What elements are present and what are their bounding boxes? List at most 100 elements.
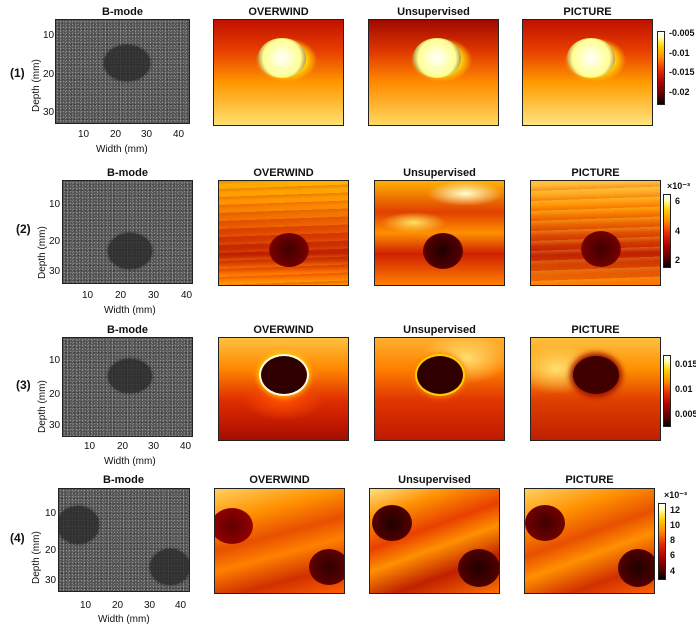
picture-map-1 xyxy=(522,19,653,126)
colorbar-tick: 10 xyxy=(670,520,681,530)
x-tick: 30 xyxy=(144,600,156,611)
cyst-region xyxy=(108,359,152,393)
x-tick: 10 xyxy=(82,290,94,301)
unsupervised-map-2 xyxy=(374,180,505,286)
title-bmode-3: B-mode xyxy=(107,324,148,336)
cyst-region xyxy=(618,549,654,587)
colorbar-tick: 2 xyxy=(675,255,681,265)
colorbar-tick: 0.01 xyxy=(675,384,693,394)
colorbar-tick: 6 xyxy=(670,550,676,560)
colorbar-tick: 6 xyxy=(675,196,681,206)
title-bmode-1: B-mode xyxy=(102,6,143,18)
title-picture-3: PICTURE xyxy=(571,324,620,336)
cyst-region xyxy=(581,231,621,267)
cyst-region xyxy=(258,38,306,78)
colorbar-tick: 0.015 xyxy=(675,359,696,369)
x-axis-label-3: Width (mm) xyxy=(104,456,156,467)
y-tick: 30 xyxy=(43,107,55,118)
picture-map-4 xyxy=(524,488,655,594)
x-tick: 30 xyxy=(148,441,160,452)
picture-map-2 xyxy=(530,180,661,286)
colorbar-1 xyxy=(657,31,665,105)
x-axis-label-2: Width (mm) xyxy=(104,305,156,316)
y-tick: 20 xyxy=(43,69,55,80)
x-axis-label-4: Width (mm) xyxy=(98,614,150,625)
row-label-4: (4) xyxy=(10,531,25,545)
title-bmode-2: B-mode xyxy=(107,167,148,179)
x-tick: 10 xyxy=(80,600,92,611)
cyst-region xyxy=(417,356,463,394)
title-overwind-2: OVERWIND xyxy=(253,167,314,179)
row-label-1: (1) xyxy=(10,66,25,80)
cyst-region xyxy=(567,38,615,78)
y-tick: 10 xyxy=(49,199,61,210)
x-tick: 10 xyxy=(78,129,90,140)
row-label-3: (3) xyxy=(16,378,31,392)
y-tick: 10 xyxy=(49,355,61,366)
y-tick: 10 xyxy=(45,508,57,519)
colorbar-tick: 4 xyxy=(675,226,681,236)
colorbar-tick: -0.005 xyxy=(669,28,695,38)
x-tick: 40 xyxy=(173,129,185,140)
y-tick: 30 xyxy=(45,575,57,586)
cyst-region xyxy=(269,233,309,267)
cyst-region xyxy=(261,356,307,394)
title-overwind-4: OVERWIND xyxy=(249,474,310,486)
title-bmode-4: B-mode xyxy=(103,474,144,486)
colorbar-tick: 8 xyxy=(670,535,676,545)
y-tick: 10 xyxy=(43,30,55,41)
title-overwind-3: OVERWIND xyxy=(253,324,314,336)
x-tick: 30 xyxy=(148,290,160,301)
cyst-region xyxy=(458,549,499,587)
cyst-region xyxy=(215,508,253,544)
cyst-region xyxy=(573,356,619,394)
y-axis-label-3: Depth (mm) xyxy=(37,380,48,433)
colorbar-tick: 12 xyxy=(670,505,681,515)
cyst-region xyxy=(108,233,152,269)
x-tick: 20 xyxy=(110,129,122,140)
picture-map-3 xyxy=(530,337,661,441)
y-tick: 30 xyxy=(49,266,61,277)
x-axis-label-1: Width (mm) xyxy=(96,144,148,155)
unsupervised-map-3 xyxy=(374,337,505,441)
x-tick: 40 xyxy=(181,290,193,301)
cyst-region xyxy=(309,549,344,585)
colorbar-4 xyxy=(658,503,666,580)
x-tick: 30 xyxy=(141,129,153,140)
overwind-map-3 xyxy=(218,337,349,441)
colorbar-tick: -0.02 xyxy=(669,87,690,97)
colorbar-exponent-2: ×10⁻³ xyxy=(667,181,691,191)
cyst-region xyxy=(150,549,189,585)
colorbar-tick: 4 xyxy=(670,566,676,576)
x-tick: 20 xyxy=(117,441,129,452)
y-tick: 20 xyxy=(49,236,61,247)
cyst-region xyxy=(372,505,412,541)
cyst-region xyxy=(423,233,463,269)
x-tick: 20 xyxy=(112,600,124,611)
cyst-region xyxy=(413,38,461,78)
colorbar-tick: -0.015 xyxy=(669,67,695,77)
cyst-region xyxy=(59,506,99,544)
y-axis-label-1: Depth (mm) xyxy=(31,59,42,112)
x-tick: 10 xyxy=(84,441,96,452)
bmode-image-1 xyxy=(55,19,190,124)
unsupervised-map-4 xyxy=(369,488,500,594)
cyst-region xyxy=(525,505,565,541)
colorbar-tick: 0.005 xyxy=(675,409,696,419)
title-unsupervised-3: Unsupervised xyxy=(403,324,476,336)
colorbar-exponent-4: ×10⁻³ xyxy=(664,490,688,500)
title-picture-4: PICTURE xyxy=(565,474,614,486)
row-label-2: (2) xyxy=(16,222,31,236)
title-overwind-1: OVERWIND xyxy=(248,6,309,18)
overwind-map-4 xyxy=(214,488,345,594)
bmode-image-4 xyxy=(58,488,190,592)
x-tick: 40 xyxy=(175,600,187,611)
overwind-map-2 xyxy=(218,180,349,286)
title-picture-2: PICTURE xyxy=(571,167,620,179)
overwind-map-1 xyxy=(213,19,344,126)
x-tick: 20 xyxy=(115,290,127,301)
colorbar-tick: -0.01 xyxy=(669,48,690,58)
unsupervised-map-1 xyxy=(368,19,499,126)
y-axis-label-2: Depth (mm) xyxy=(37,226,48,279)
title-unsupervised-1: Unsupervised xyxy=(397,6,470,18)
